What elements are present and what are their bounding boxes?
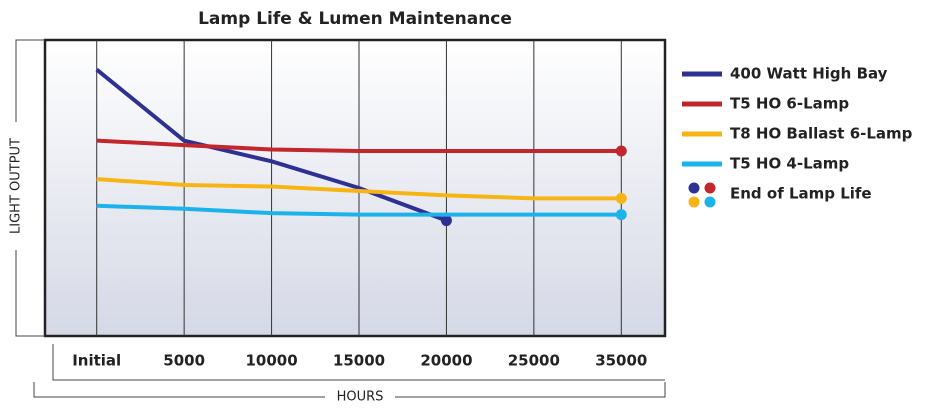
end-marker	[615, 209, 627, 221]
x-label-frame	[52, 344, 665, 381]
legend-dot	[688, 196, 700, 208]
x-tick-label: 25000	[508, 352, 560, 370]
x-tick-label: 10000	[245, 352, 297, 370]
series-line	[96, 177, 622, 201]
x-tick-label: Initial	[72, 352, 121, 370]
x-tick-label: 5000	[163, 352, 205, 370]
x-axis-title: HOURS	[337, 390, 384, 405]
series-line	[95, 68, 448, 223]
x-tick-label: 35000	[595, 352, 647, 370]
series-line	[96, 203, 622, 217]
series-line	[96, 138, 622, 153]
x-bracket	[33, 382, 666, 398]
legend-dot	[704, 196, 716, 208]
end-marker	[440, 215, 452, 227]
x-tick-label: 15000	[333, 352, 385, 370]
y-axis-title: LIGHT OUTPUT	[9, 138, 24, 234]
y-bracket	[15, 39, 45, 337]
x-tick-label: 20000	[420, 352, 472, 370]
legend-label: T8 HO Ballast 6-Lamp	[730, 125, 913, 143]
chart-title: Lamp Life & Lumen Maintenance	[198, 9, 512, 29]
end-marker	[615, 192, 627, 204]
legend-dot	[688, 182, 700, 194]
legend-label: T5 HO 4-Lamp	[730, 155, 849, 173]
legend-dot	[704, 182, 716, 194]
legend-label: T5 HO 6-Lamp	[730, 95, 849, 113]
end-marker	[615, 145, 627, 157]
legend-label: 400 Watt High Bay	[730, 65, 888, 83]
legend-label: End of Lamp Life	[730, 185, 872, 203]
